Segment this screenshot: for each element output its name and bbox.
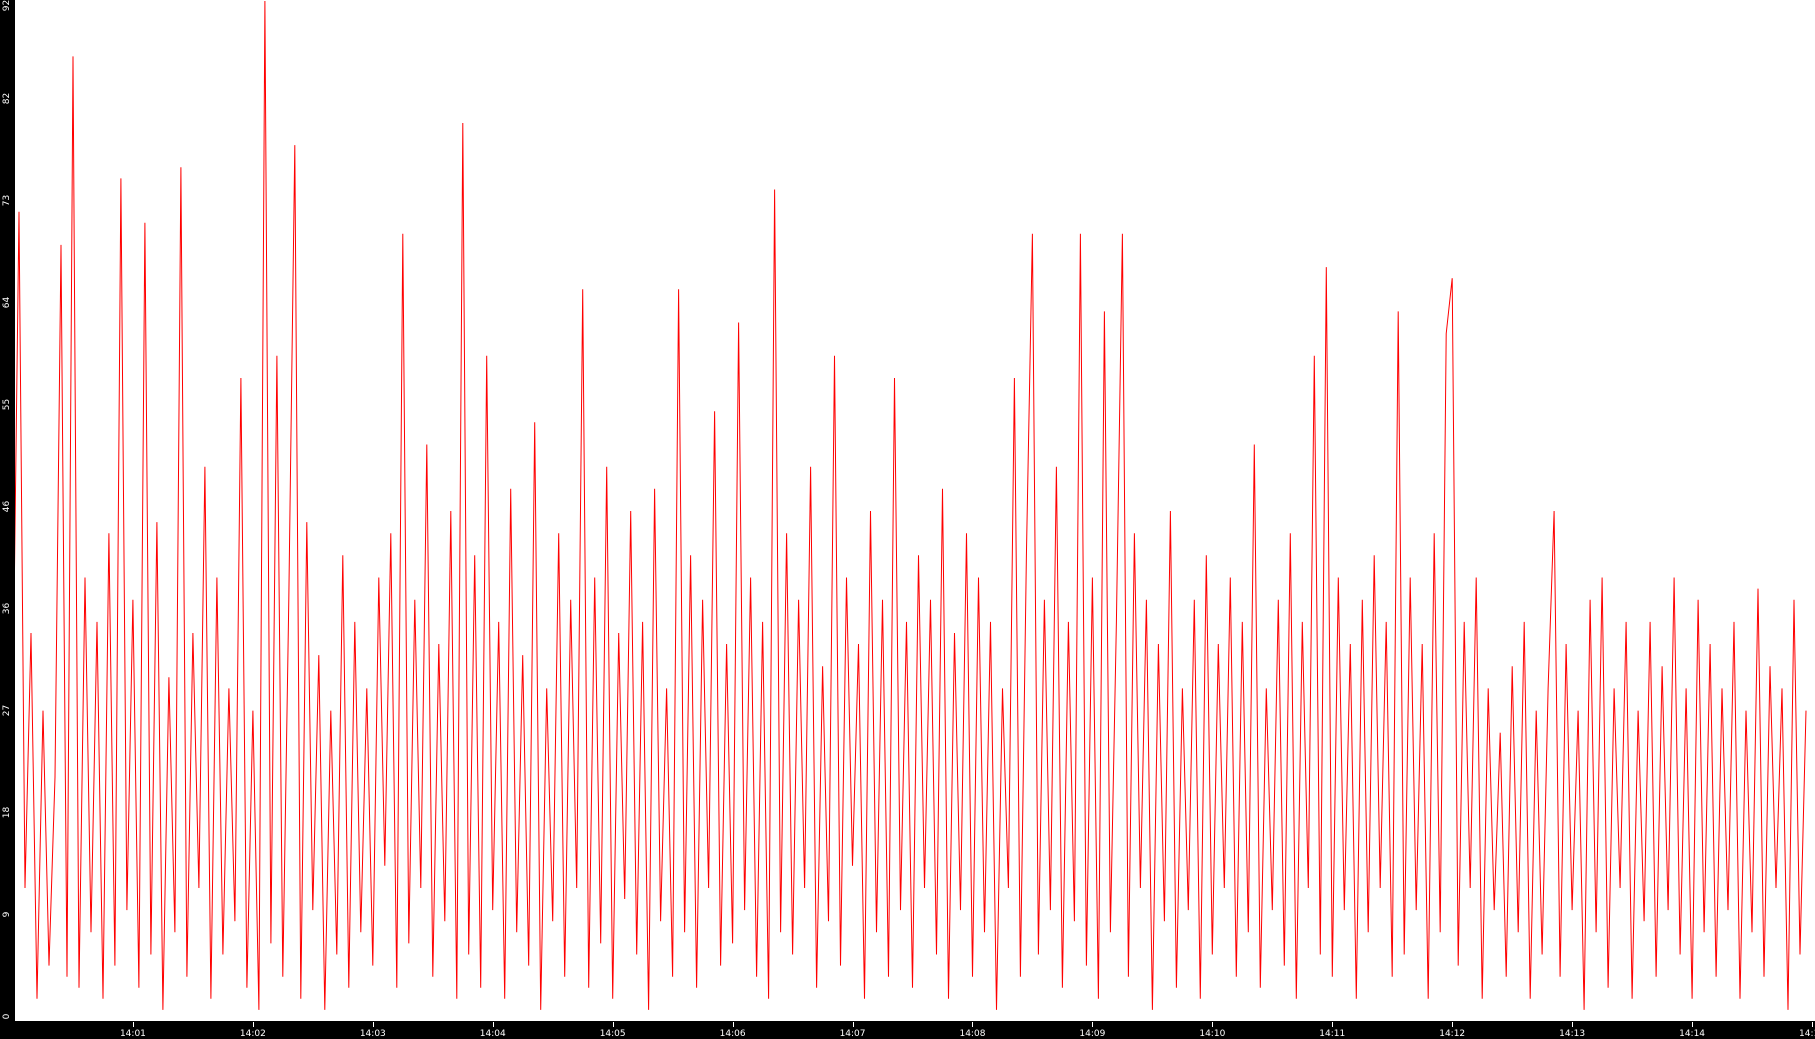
- series-line: [12, 0, 1807, 1010]
- x-tick-mark: [133, 1022, 134, 1027]
- x-tick-label: 14:05: [599, 1029, 626, 1039]
- y-tick-text: 55: [2, 398, 12, 411]
- x-tick-mark: [1212, 1022, 1213, 1027]
- y-tick-text: 0: [2, 1013, 12, 1020]
- y-tick-text: 92: [2, 0, 12, 12]
- y-tick-label: 36: [0, 602, 15, 615]
- y-tick-text: 27: [2, 704, 12, 717]
- y-tick-text: 18: [2, 806, 12, 819]
- x-tick-mark: [853, 1022, 854, 1027]
- x-tick-mark: [1812, 1022, 1813, 1027]
- x-tick-label: 14:10: [1199, 1029, 1226, 1039]
- x-tick-mark: [613, 1022, 614, 1027]
- y-tick-label: 73: [0, 194, 15, 207]
- y-tick-label: 0: [0, 1012, 15, 1021]
- x-tick-mark: [373, 1022, 374, 1027]
- x-tick-mark: [1572, 1022, 1573, 1027]
- x-tick-label: 14:09: [1079, 1029, 1106, 1039]
- x-tick-label: 14:08: [959, 1029, 986, 1039]
- y-tick-text: 82: [2, 92, 12, 105]
- x-tick-mark: [253, 1022, 254, 1027]
- x-tick-label: 14:02: [239, 1029, 266, 1039]
- y-axis: [0, 0, 15, 1039]
- x-tick-mark: [972, 1022, 973, 1027]
- y-tick-text: 64: [2, 296, 12, 309]
- x-tick-mark: [493, 1022, 494, 1027]
- y-tick-text: 46: [2, 500, 12, 513]
- x-tick-label: 14:14: [1679, 1029, 1706, 1039]
- y-tick-label: 9: [0, 910, 15, 919]
- y-tick-label: 64: [0, 296, 15, 309]
- y-tick-text: 36: [2, 602, 12, 615]
- x-axis: [0, 1022, 1815, 1039]
- x-tick-label: 14:15: [1799, 1029, 1815, 1039]
- x-tick-mark: [1452, 1022, 1453, 1027]
- y-tick-label: 92: [0, 0, 15, 12]
- y-tick-label: 55: [0, 398, 15, 411]
- x-tick-mark: [1692, 1022, 1693, 1027]
- x-tick-mark: [1092, 1022, 1093, 1027]
- y-tick-label: 18: [0, 806, 15, 819]
- y-tick-text: 9: [2, 911, 12, 918]
- x-tick-label: 14:06: [719, 1029, 746, 1039]
- x-tick-mark: [1332, 1022, 1333, 1027]
- y-tick-label: 82: [0, 92, 15, 105]
- x-tick-label: 14:07: [839, 1029, 866, 1039]
- y-tick-label: 27: [0, 704, 15, 717]
- x-tick-label: 14:01: [119, 1029, 146, 1039]
- x-tick-label: 14:03: [359, 1029, 386, 1039]
- x-tick-label: 14:11: [1319, 1029, 1346, 1039]
- y-tick-label: 46: [0, 500, 15, 513]
- y-tick-text: 73: [2, 194, 12, 207]
- x-tick-label: 14:12: [1439, 1029, 1466, 1039]
- x-tick-label: 14:04: [479, 1029, 506, 1039]
- x-tick-mark: [733, 1022, 734, 1027]
- x-tick-label: 14:13: [1559, 1029, 1586, 1039]
